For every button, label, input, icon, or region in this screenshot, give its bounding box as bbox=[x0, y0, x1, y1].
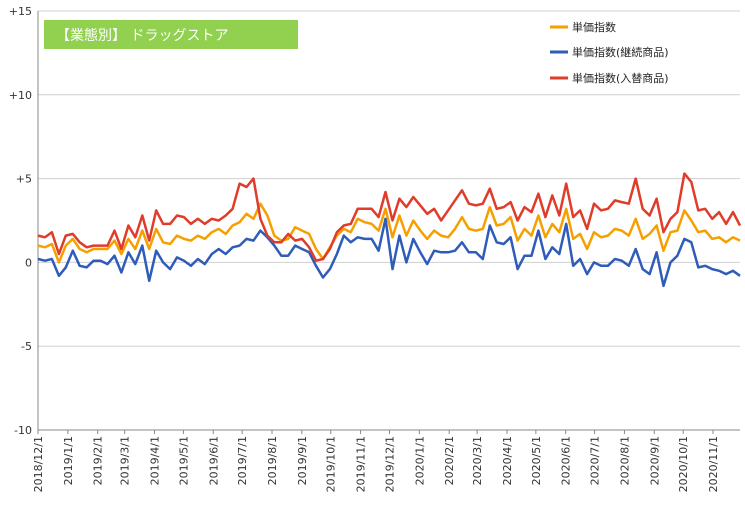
x-tick-label: 2020/2/1 bbox=[443, 436, 456, 485]
series-line-2 bbox=[37, 217, 741, 288]
y-tick-label: 0 bbox=[25, 256, 32, 269]
x-tick-label: 2019/9/1 bbox=[296, 436, 309, 485]
series-line-3 bbox=[37, 172, 742, 262]
x-tick-label: 2019/7/1 bbox=[236, 436, 249, 485]
x-tick-label: 2020/10/1 bbox=[677, 436, 690, 492]
legend-label: 単価指数 bbox=[572, 20, 616, 34]
x-tick-label: 2019/6/1 bbox=[207, 436, 220, 485]
y-axis-ticks: +15 +10 +5 0 -5 -10 bbox=[9, 5, 32, 437]
x-tick-label: 2020/9/1 bbox=[648, 436, 661, 485]
y-tick-label: -10 bbox=[14, 424, 32, 437]
x-tick-label: 2019/12/1 bbox=[383, 436, 396, 492]
y-tick-label: +15 bbox=[9, 5, 32, 18]
x-tick-label: 2020/4/1 bbox=[501, 436, 514, 485]
x-tick-label: 2019/8/1 bbox=[266, 436, 279, 485]
x-tick-label: 2019/10/1 bbox=[325, 436, 338, 492]
y-tick-label: +10 bbox=[9, 89, 32, 102]
series-line-1 bbox=[37, 202, 741, 264]
chart-title-box: 【業態別】 ドラッグストア bbox=[44, 20, 298, 49]
x-tick-label: 2020/6/1 bbox=[560, 436, 573, 485]
x-tick-label: 2019/4/1 bbox=[149, 436, 162, 485]
legend-label: 単価指数(継続商品) bbox=[572, 45, 669, 59]
axes bbox=[37, 11, 740, 431]
x-tick-label: 2020/7/1 bbox=[589, 436, 602, 485]
y-tick-label: -5 bbox=[21, 340, 32, 353]
x-tick-label: 2020/5/1 bbox=[530, 436, 543, 485]
x-tick-label: 2020/11/1 bbox=[707, 436, 720, 492]
x-tick-label: 2020/3/1 bbox=[471, 436, 484, 485]
x-tick-label: 2020/1/1 bbox=[413, 436, 426, 485]
series-lines bbox=[37, 172, 742, 288]
x-tick-label: 2020/8/1 bbox=[618, 436, 631, 485]
x-tick-label: 2019/11/1 bbox=[355, 436, 368, 492]
legend-label: 単価指数(入替商品) bbox=[572, 71, 669, 85]
x-tick-label: 2019/3/1 bbox=[119, 436, 132, 485]
x-tick-label: 2019/1/1 bbox=[62, 436, 75, 485]
chart-title: 【業態別】 ドラッグストア bbox=[56, 28, 228, 44]
chart-title-background bbox=[44, 20, 298, 49]
x-tick-label: 2019/5/1 bbox=[177, 436, 190, 485]
x-axis-ticks: 2018/12/1 2019/1/1 2019/2/1 2019/3/1 2019/4/… bbox=[32, 430, 720, 492]
x-tick-label: 2018/12/1 bbox=[32, 436, 45, 492]
y-tick-label: +5 bbox=[16, 173, 32, 186]
x-tick-label: 2019/2/1 bbox=[92, 436, 105, 485]
